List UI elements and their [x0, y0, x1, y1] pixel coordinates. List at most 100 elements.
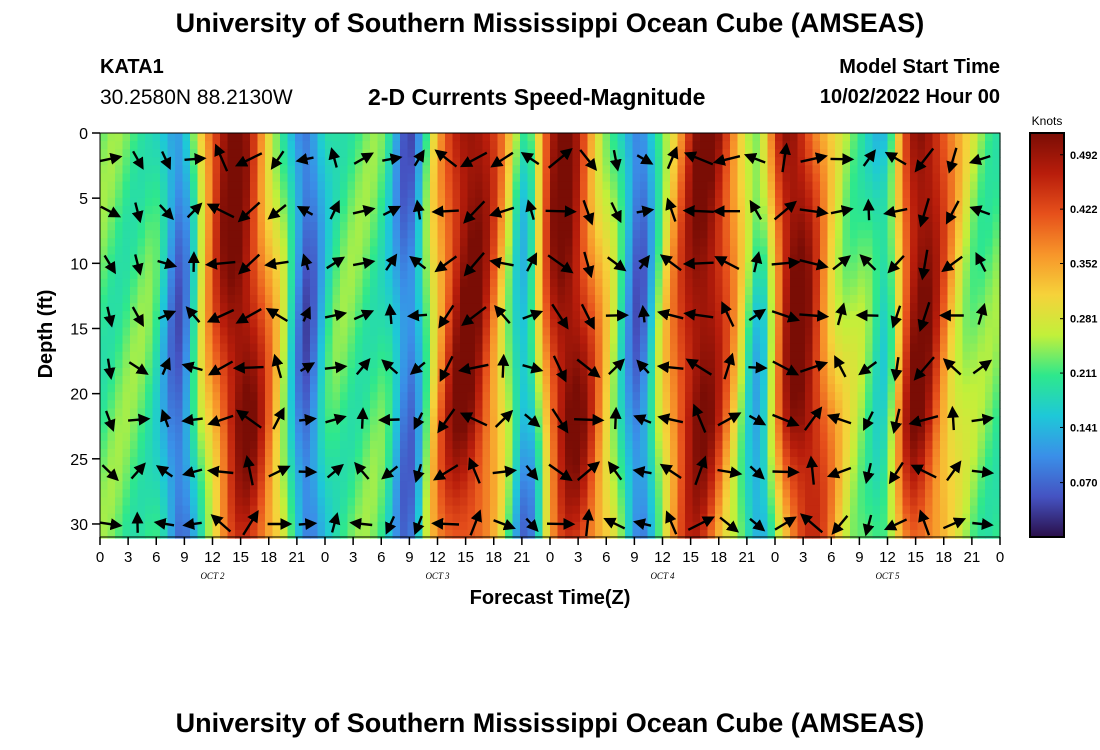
heat-cell — [527, 270, 536, 280]
heat-cell — [362, 392, 371, 401]
heat-cell — [685, 133, 694, 142]
heat-cell — [167, 141, 176, 150]
heat-cell — [370, 173, 379, 183]
heat-cell — [707, 440, 716, 450]
heat-cell — [520, 448, 529, 458]
heat-cell — [310, 367, 319, 377]
heat-cell — [617, 392, 626, 401]
heat-cell — [745, 335, 754, 345]
heat-cell — [392, 278, 401, 288]
heat-cell — [437, 222, 446, 231]
heat-cell — [572, 367, 581, 377]
heat-cell — [775, 141, 784, 150]
heat-cell — [235, 165, 244, 175]
heat-cell — [797, 335, 806, 345]
heat-cell — [182, 254, 191, 264]
heat-cell — [257, 529, 266, 539]
heat-cell — [460, 197, 469, 207]
heat-cell — [625, 205, 634, 215]
heat-cell — [790, 457, 799, 466]
heat-cell — [332, 481, 341, 490]
heat-cell — [662, 165, 671, 175]
heat-cell — [557, 214, 566, 223]
heat-cell — [730, 189, 739, 199]
heat-cell — [287, 481, 296, 490]
heat-cell — [430, 181, 439, 191]
heat-cell — [475, 214, 484, 223]
heat-cell — [220, 400, 229, 409]
heat-cell — [452, 343, 461, 353]
heat-cell — [812, 214, 821, 223]
heat-cell — [677, 529, 686, 539]
heat-cell — [347, 335, 356, 345]
heat-cell — [212, 286, 221, 296]
heat-cell — [580, 238, 589, 247]
heat-cell — [107, 254, 116, 264]
heat-cell — [550, 489, 559, 499]
heat-cell — [490, 286, 499, 296]
heat-cell — [760, 222, 769, 231]
heat-cell — [580, 473, 589, 482]
heat-cell — [505, 376, 514, 385]
heat-cell — [505, 367, 514, 377]
heat-cell — [302, 448, 311, 458]
heat-cell — [490, 262, 499, 272]
heat-cell — [797, 246, 806, 256]
heat-cell — [632, 214, 641, 223]
heat-cell — [520, 214, 529, 223]
heat-cell — [797, 359, 806, 369]
heat-cell — [212, 254, 221, 264]
heat-cell — [220, 133, 229, 142]
heat-cell — [190, 384, 199, 393]
heat-cell — [482, 327, 491, 337]
heat-cell — [527, 286, 536, 296]
heat-cell — [392, 238, 401, 247]
heat-cell — [827, 359, 836, 369]
heat-cell — [175, 173, 184, 183]
heat-cell — [572, 246, 581, 256]
heat-cell — [145, 432, 154, 442]
heat-cell — [527, 392, 536, 401]
heat-cell — [302, 424, 311, 434]
heat-cell — [542, 489, 551, 499]
heat-cell — [167, 497, 176, 507]
heat-cell — [767, 335, 776, 345]
heat-cell — [347, 254, 356, 264]
heat-cell — [422, 384, 431, 393]
heat-cell — [820, 181, 829, 191]
heat-cell — [407, 343, 416, 353]
heat-cell — [220, 432, 229, 442]
heat-cell — [205, 189, 214, 199]
heat-cell — [767, 197, 776, 207]
heat-cell — [655, 197, 664, 207]
heat-cell — [797, 238, 806, 247]
heat-cell — [212, 157, 221, 166]
heat-cell — [602, 440, 611, 450]
heat-cell — [737, 473, 746, 482]
heat-cell — [227, 416, 236, 426]
heat-cell — [520, 181, 529, 191]
heat-cell — [220, 465, 229, 474]
heat-cell — [647, 189, 656, 199]
heat-cell — [392, 327, 401, 337]
heat-cell — [257, 392, 266, 401]
heat-cell — [715, 392, 724, 401]
heat-cell — [790, 214, 799, 223]
heat-cell — [242, 141, 251, 150]
heat-cell — [760, 303, 769, 312]
heat-cell — [520, 173, 529, 183]
heat-cell — [325, 376, 334, 385]
heat-cell — [137, 343, 146, 353]
heat-cell — [377, 238, 386, 247]
heat-cell — [677, 351, 686, 361]
heat-cell — [655, 149, 664, 158]
heat-cell — [677, 392, 686, 401]
heat-cell — [310, 327, 319, 337]
heat-cell — [677, 513, 686, 523]
heat-cell — [107, 303, 116, 312]
heat-cell — [685, 286, 694, 296]
heat-cell — [250, 311, 259, 320]
heat-cell — [107, 270, 116, 280]
heat-cell — [715, 448, 724, 458]
heat-cell — [325, 189, 334, 199]
